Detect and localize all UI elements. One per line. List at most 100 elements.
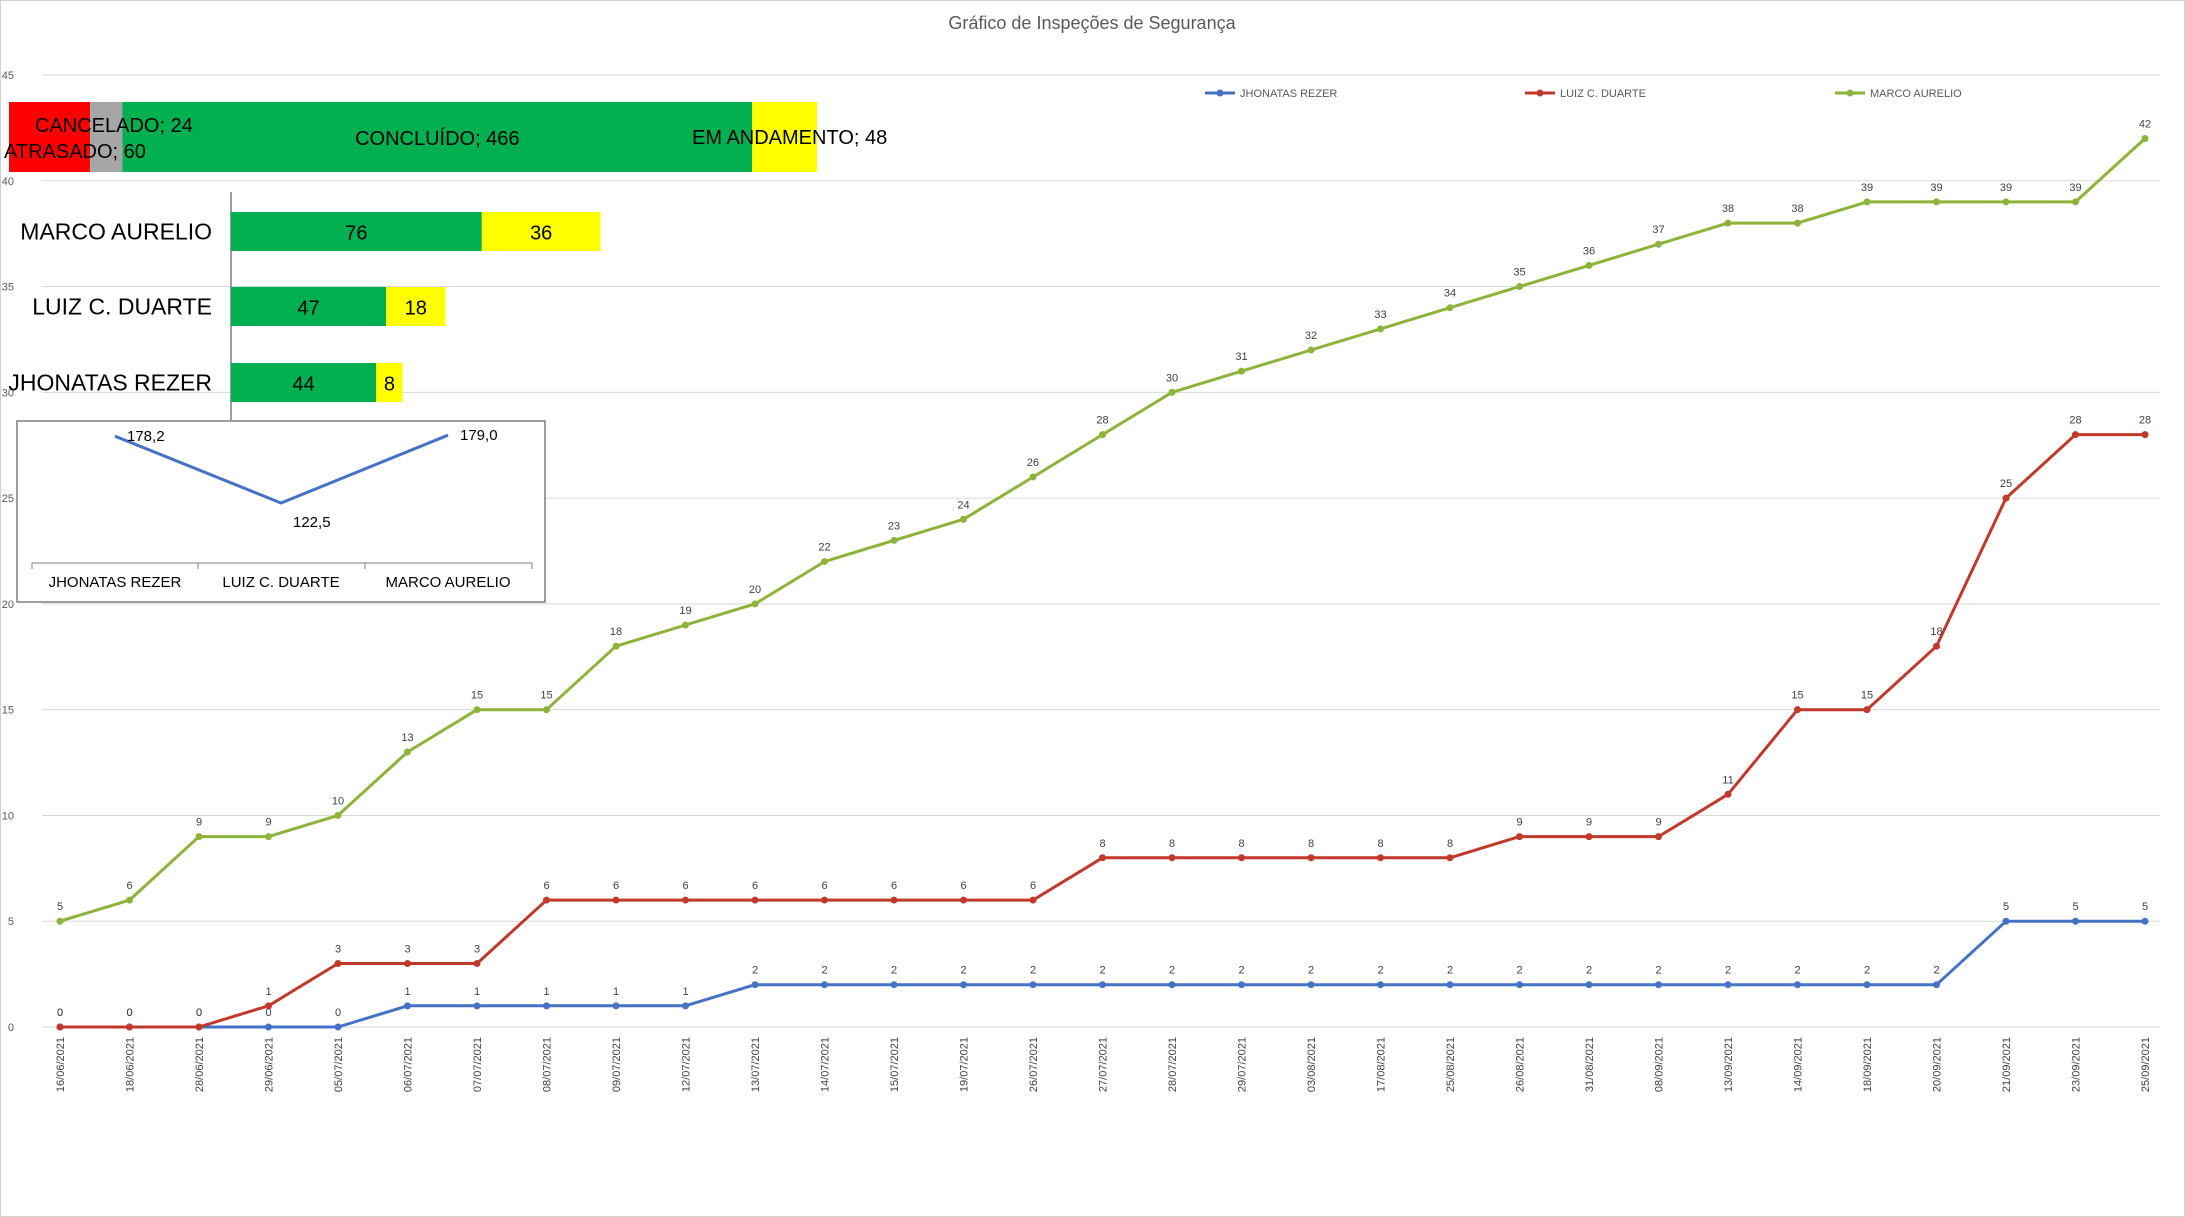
data-label-marco-aurelio-13: 24 [957,499,969,511]
data-label-marco-aurelio-15: 28 [1096,415,1108,427]
point-luiz-c-duarte-27 [1933,642,1940,650]
x-tick-25-08-2021: 25/08/2021 [1445,1037,1457,1092]
data-label-luiz-c-duarte-29: 28 [2069,415,2081,427]
person-bar-label-luiz-c-duarte-0: 47 [297,298,319,320]
point-marco-aurelio-21 [1516,283,1523,291]
data-label-luiz-c-duarte-26: 15 [1861,690,1873,702]
data-label-jhonatas-rezer-26: 2 [1864,965,1870,977]
point-marco-aurelio-30 [2141,134,2149,142]
x-tick-16-06-2021: 16/06/2021 [55,1037,67,1092]
point-jhonatas-rezer-28 [2002,917,2010,925]
point-luiz-c-duarte-2 [195,1023,203,1031]
x-tick-13-09-2021: 13/09/2021 [1723,1037,1735,1092]
point-jhonatas-rezer-24 [1724,981,1732,989]
point-luiz-c-duarte-0 [56,1023,64,1031]
status-label-em-andamento: EM ANDAMENTO; 48 [692,127,887,149]
point-luiz-c-duarte-21 [1516,833,1523,841]
point-luiz-c-duarte-22 [1585,833,1593,841]
data-label-luiz-c-duarte-3: 1 [265,986,271,998]
data-label-marco-aurelio-17: 31 [1235,351,1247,363]
point-jhonatas-rezer-6 [473,1002,481,1010]
inset-data-label-luiz-c-duarte: 122,5 [293,514,331,531]
point-luiz-c-duarte-4 [334,960,342,968]
data-label-luiz-c-duarte-27: 18 [1930,626,1942,638]
point-luiz-c-duarte-10 [751,896,759,904]
x-tick-14-07-2021: 14/07/2021 [820,1037,832,1092]
point-marco-aurelio-0 [56,917,64,925]
data-label-marco-aurelio-24: 38 [1722,203,1734,215]
person-category-luiz-c-duarte: LUIZ C. DUARTE [32,294,212,320]
status-segment-em-andamento [752,102,817,172]
x-tick-03-08-2021: 03/08/2021 [1306,1037,1318,1092]
point-marco-aurelio-28 [2002,198,2010,206]
x-tick-26-08-2021: 26/08/2021 [1515,1037,1527,1092]
status-bar-chart: ATRASADO; 60 CANCELADO; 24 CONCLUÍDO; 466 E… [4,102,887,172]
point-luiz-c-duarte-19 [1377,854,1384,862]
point-marco-aurelio-10 [751,600,759,608]
point-luiz-c-duarte-24 [1724,790,1732,798]
chart-title: Gráfico de Inspeções de Segurança [948,13,1236,33]
point-marco-aurelio-11 [821,558,828,566]
data-label-luiz-c-duarte-21: 9 [1516,817,1522,829]
point-luiz-c-duarte-15 [1099,854,1106,862]
data-label-luiz-c-duarte-8: 6 [613,880,619,892]
point-jhonatas-rezer-9 [682,1002,689,1010]
data-label-marco-aurelio-2: 9 [196,817,202,829]
point-jhonatas-rezer-22 [1585,981,1593,989]
point-marco-aurelio-18 [1307,346,1315,354]
person-bar-marco-aurelio-1 [481,212,601,251]
y-tick-30: 30 [2,387,14,399]
data-label-jhonatas-rezer-12: 2 [891,965,897,977]
data-label-marco-aurelio-4: 10 [332,795,344,807]
legend-marker-jhonatas-rezer [1216,89,1224,97]
data-label-marco-aurelio-1: 6 [126,880,132,892]
x-tick-18-09-2021: 18/09/2021 [1862,1037,1874,1092]
point-luiz-c-duarte-30 [2141,431,2149,439]
inset-series-line [114,433,449,505]
point-jhonatas-rezer-21 [1516,981,1523,989]
point-luiz-c-duarte-14 [1029,896,1037,904]
legend-label-marco-aurelio: MARCO AURELIO [1870,88,1962,100]
status-label-atrasado: ATRASADO; 60 [4,141,146,163]
data-label-luiz-c-duarte-30: 28 [2139,415,2151,427]
y-tick-45: 45 [2,70,14,82]
data-label-jhonatas-rezer-16: 2 [1169,965,1175,977]
point-jhonatas-rezer-15 [1099,981,1106,989]
data-label-luiz-c-duarte-14: 6 [1030,880,1036,892]
person-bar-jhonatas-rezer-1 [376,363,403,402]
person-bar-luiz-c-duarte-0 [231,287,387,326]
x-tick-25-09-2021: 25/09/2021 [2140,1037,2152,1092]
x-tick-07-07-2021: 07/07/2021 [472,1037,484,1092]
data-label-marco-aurelio-18: 32 [1305,330,1317,342]
data-label-marco-aurelio-8: 18 [610,626,622,638]
data-label-jhonatas-rezer-2: 0 [196,1007,202,1019]
person-bar-jhonatas-rezer-0 [231,363,377,402]
data-label-marco-aurelio-14: 26 [1027,457,1039,469]
x-tick-28-07-2021: 28/07/2021 [1167,1037,1179,1092]
point-marco-aurelio-25 [1794,219,1801,227]
data-label-luiz-c-duarte-20: 8 [1447,838,1453,850]
point-marco-aurelio-19 [1377,325,1384,333]
data-label-luiz-c-duarte-18: 8 [1308,838,1314,850]
data-label-luiz-c-duarte-23: 9 [1655,817,1661,829]
data-label-jhonatas-rezer-28: 5 [2003,901,2009,913]
legend-marker-luiz-c-duarte [1536,89,1544,97]
x-tick-05-07-2021: 05/07/2021 [333,1037,345,1092]
point-jhonatas-rezer-30 [2141,917,2149,925]
point-luiz-c-duarte-3 [265,1002,272,1010]
x-tick-08-07-2021: 08/07/2021 [542,1037,554,1092]
person-category-jhonatas-rezer: JHONATAS REZER [8,370,212,396]
x-tick-20-09-2021: 20/09/2021 [1932,1037,1944,1092]
point-luiz-c-duarte-12 [890,896,898,904]
x-tick-29-06-2021: 29/06/2021 [264,1037,276,1092]
x-tick-18-06-2021: 18/06/2021 [125,1037,137,1092]
point-luiz-c-duarte-18 [1307,854,1315,862]
point-jhonatas-rezer-27 [1933,981,1940,989]
point-luiz-c-duarte-23 [1655,833,1662,841]
data-label-jhonatas-rezer-15: 2 [1099,965,1105,977]
data-label-marco-aurelio-6: 15 [471,690,483,702]
data-label-luiz-c-duarte-28: 25 [2000,478,2012,490]
point-marco-aurelio-14 [1029,473,1037,481]
person-bar-marco-aurelio-0 [231,212,482,251]
data-label-marco-aurelio-11: 22 [818,542,830,554]
